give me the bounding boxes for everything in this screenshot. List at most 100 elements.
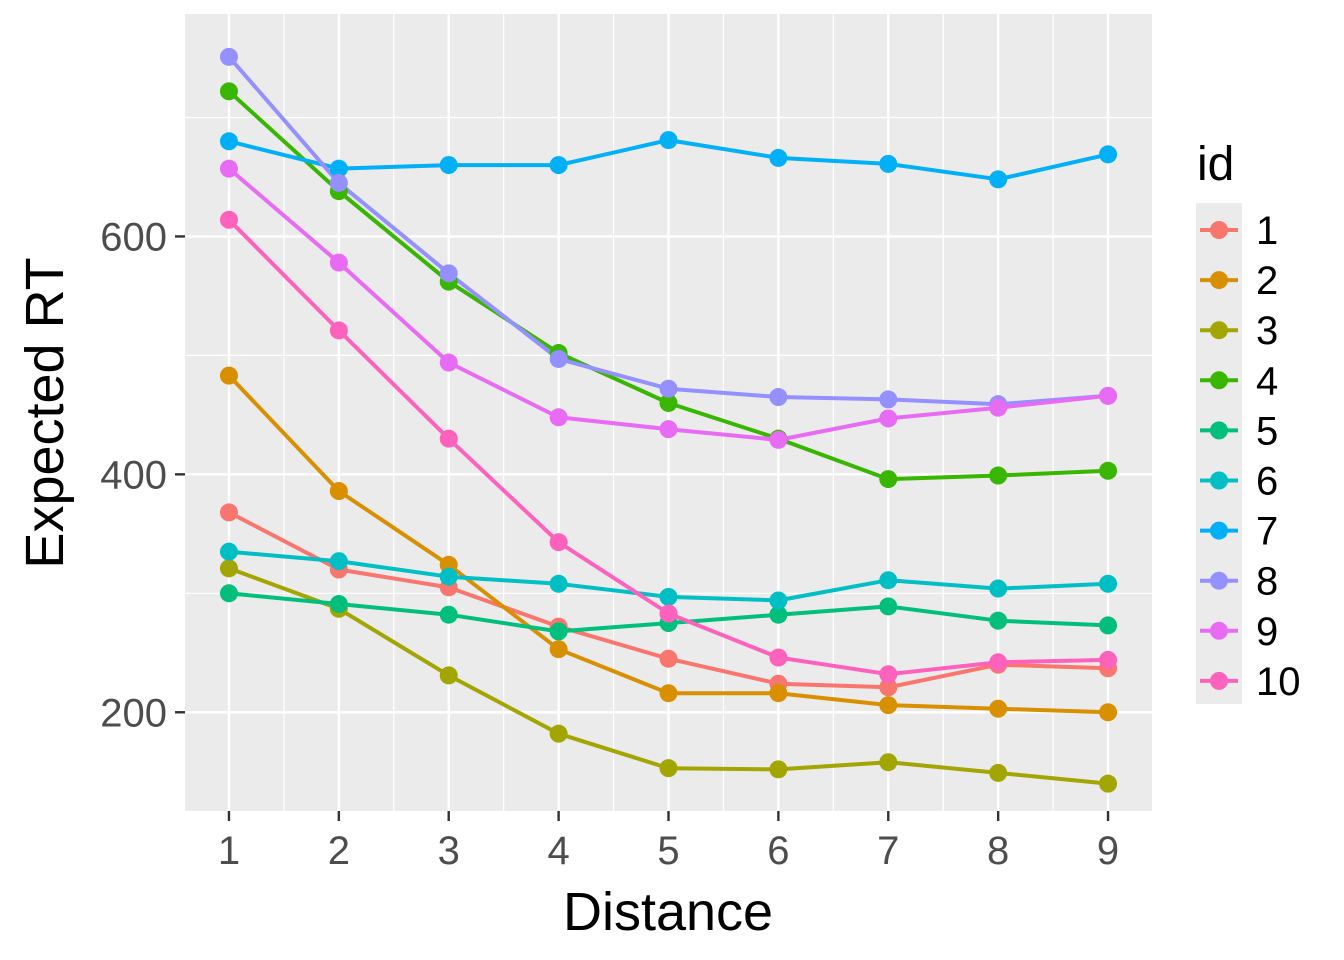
x-tick-label: 8 (987, 829, 1009, 873)
x-tick-label: 6 (767, 829, 789, 873)
data-point-4 (989, 466, 1008, 485)
data-point-5 (989, 611, 1008, 630)
data-point-5 (549, 622, 568, 641)
legend-label: 9 (1256, 610, 1278, 654)
data-point-2 (989, 699, 1008, 718)
x-tick-label: 3 (438, 829, 460, 873)
data-point-9 (1099, 386, 1118, 405)
data-point-9 (989, 398, 1008, 417)
data-point-9 (549, 408, 568, 427)
legend-key-point (1210, 221, 1228, 239)
data-point-3 (769, 760, 788, 779)
legend-label: 2 (1256, 259, 1278, 303)
legend-key-point (1210, 621, 1228, 640)
legend-key-point (1210, 371, 1228, 390)
data-point-7 (769, 148, 788, 167)
legend-key-point (1210, 321, 1228, 340)
data-point-8 (329, 173, 348, 192)
legend-key-point (1210, 671, 1228, 690)
data-point-8 (659, 379, 678, 398)
axes: 1 2 3 4 5 6 7 8 9 200 400 600 (100, 215, 1119, 873)
data-point-7 (549, 156, 568, 175)
data-point-2 (1099, 703, 1118, 722)
data-point-9 (219, 159, 238, 178)
legend: id 1 2 3 4 5 6 7 8 9 10 (1196, 138, 1301, 704)
data-point-5 (769, 605, 788, 624)
data-point-2 (329, 482, 348, 501)
legend-label: 7 (1256, 510, 1278, 554)
data-point-2 (769, 684, 788, 703)
data-point-9 (439, 353, 458, 372)
data-point-5 (1099, 616, 1118, 635)
data-point-6 (329, 552, 348, 571)
x-tick-label: 1 (218, 829, 240, 873)
data-point-8 (769, 388, 788, 407)
legend-label: 3 (1256, 309, 1278, 353)
x-axis-title: Distance (563, 882, 773, 942)
data-point-5 (879, 597, 898, 616)
data-point-10 (769, 648, 788, 667)
data-point-4 (219, 82, 238, 101)
data-point-6 (989, 579, 1008, 598)
data-point-6 (659, 587, 678, 606)
data-point-7 (219, 132, 238, 151)
data-point-3 (219, 559, 238, 578)
legend-key-point (1210, 421, 1228, 440)
data-point-10 (549, 533, 568, 552)
data-point-10 (439, 429, 458, 448)
data-point-6 (439, 567, 458, 586)
data-point-2 (219, 366, 238, 385)
legend-key-point (1210, 271, 1228, 290)
data-point-2 (659, 684, 678, 703)
data-point-10 (219, 210, 238, 229)
data-point-6 (879, 571, 898, 590)
data-point-10 (1099, 650, 1118, 669)
data-point-10 (989, 653, 1008, 672)
data-point-6 (219, 542, 238, 561)
data-point-3 (879, 753, 898, 772)
data-point-1 (219, 503, 238, 522)
data-point-7 (1099, 145, 1118, 164)
data-point-7 (989, 170, 1008, 189)
data-point-6 (1099, 574, 1118, 593)
data-point-10 (879, 665, 898, 684)
data-point-7 (329, 159, 348, 178)
data-point-4 (1099, 461, 1118, 480)
y-tick-label: 400 (100, 453, 167, 497)
data-point-4 (879, 470, 898, 489)
data-point-2 (879, 696, 898, 715)
data-point-5 (219, 584, 238, 603)
data-point-7 (439, 156, 458, 175)
y-axis-title: Expected RT (15, 257, 75, 568)
legend-label: 10 (1256, 660, 1301, 704)
data-point-3 (1099, 774, 1118, 793)
data-point-10 (329, 321, 348, 340)
data-point-8 (219, 47, 238, 66)
data-point-3 (659, 759, 678, 778)
data-point-9 (659, 420, 678, 439)
legend-label: 5 (1256, 409, 1278, 453)
data-point-8 (439, 264, 458, 283)
legend-title: id (1197, 138, 1234, 191)
data-point-9 (879, 409, 898, 428)
data-point-2 (549, 640, 568, 659)
x-tick-label: 7 (877, 829, 899, 873)
y-tick-label: 200 (100, 691, 167, 735)
data-point-10 (659, 604, 678, 623)
legend-key-point (1210, 521, 1228, 540)
data-point-6 (549, 574, 568, 593)
data-point-5 (329, 595, 348, 614)
data-point-6 (769, 591, 788, 610)
data-point-7 (659, 131, 678, 150)
data-point-3 (439, 666, 458, 685)
data-point-7 (879, 154, 898, 173)
data-point-8 (549, 349, 568, 368)
legend-key-point (1210, 571, 1228, 590)
legend-label: 1 (1256, 209, 1278, 253)
x-tick-label: 4 (547, 829, 569, 873)
series-points (219, 47, 1118, 793)
data-point-8 (879, 390, 898, 409)
data-point-4 (659, 393, 678, 412)
y-tick-label: 600 (100, 215, 167, 259)
